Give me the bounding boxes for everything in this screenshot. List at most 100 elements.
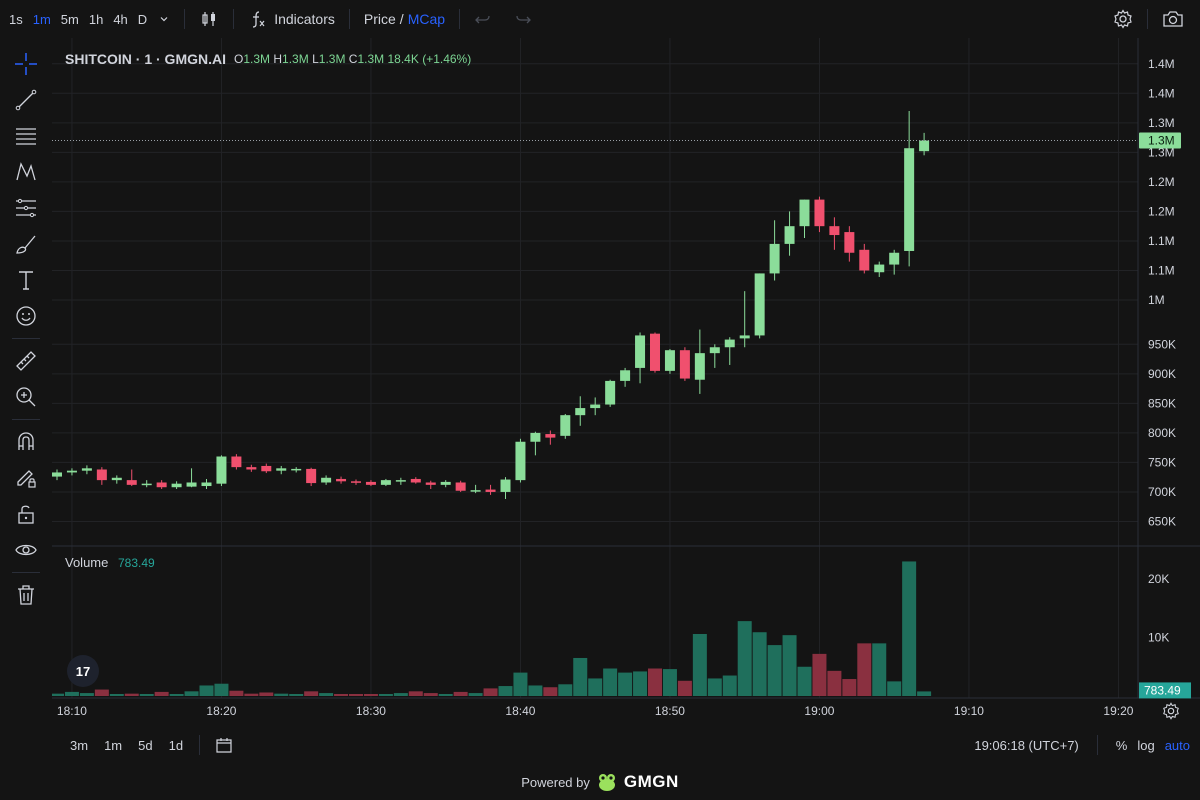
last-price-tag-label: 1.3M: [1148, 134, 1175, 148]
volume-bar: [244, 693, 259, 696]
timeframe-5m[interactable]: 5m: [60, 11, 79, 27]
price-chart[interactable]: 1.4M1.4M1.3M1.3M1.2M1.2M1.1M1.1M1M950K90…: [52, 38, 1200, 730]
volume-bar: [64, 691, 79, 696]
footer: Powered by GMGN: [0, 768, 1200, 796]
clock-time[interactable]: 19:06:18 (UTC+7): [974, 737, 1079, 753]
volume-bar: [662, 669, 677, 696]
candle-body: [859, 249, 870, 271]
gear-icon: [1163, 702, 1179, 720]
toolbar-divider: [199, 735, 201, 755]
toolbar-divider: [1096, 735, 1098, 755]
time-axis-label: 18:30: [356, 704, 386, 718]
goto-date-button[interactable]: [208, 735, 240, 755]
crosshair-tool[interactable]: [0, 46, 52, 82]
volume-bar: [139, 694, 154, 696]
volume-bar: [393, 693, 408, 696]
toolbar-divider: [12, 338, 40, 339]
volume-bar: [543, 687, 558, 696]
volume-bar: [752, 632, 767, 696]
undo-button[interactable]: [468, 10, 498, 28]
measure-tool[interactable]: [0, 343, 52, 379]
candle-body: [216, 456, 227, 484]
timeframe-d[interactable]: D: [137, 11, 148, 27]
volume-bar: [857, 643, 872, 696]
volume-bar: [797, 666, 812, 696]
pencil-lock-icon: [17, 470, 36, 488]
volume-legend: Volume 783.49: [65, 555, 155, 570]
time-axis-label: 18:40: [505, 704, 535, 718]
trend-line-tool[interactable]: [0, 82, 52, 118]
timeframe-dropdown[interactable]: [152, 13, 176, 25]
volume-bar: [274, 693, 289, 696]
candle-body: [530, 432, 541, 442]
candle-body: [590, 404, 601, 409]
percent-toggle[interactable]: %: [1115, 737, 1128, 753]
indicators-button[interactable]: Indicators: [242, 9, 341, 29]
volume-bar: [259, 692, 274, 696]
price-axis-label: 1.2M: [1148, 175, 1175, 189]
timeframe-1s[interactable]: 1s: [9, 11, 23, 27]
volume-bar: [304, 691, 319, 696]
chart-type-button[interactable]: [193, 9, 225, 29]
volume-bar: [498, 686, 513, 696]
candle-body: [336, 478, 347, 482]
magnet-tool[interactable]: [0, 424, 52, 460]
price-label: Price: [363, 11, 396, 27]
hide-drawings-tool[interactable]: [0, 532, 52, 568]
open-value: 1.3M: [243, 52, 271, 66]
crosshair-icon: [15, 53, 37, 75]
fib-tool[interactable]: [0, 118, 52, 154]
tradingview-logo[interactable]: 17: [67, 655, 99, 687]
last-volume-tag: [1139, 682, 1191, 699]
eye-icon: [15, 544, 37, 556]
settings-button[interactable]: [1107, 9, 1139, 29]
low-label: L: [312, 52, 319, 66]
log-toggle[interactable]: log: [1137, 737, 1155, 753]
timeframe-4h[interactable]: 4h: [113, 11, 128, 27]
price-mcap-toggle[interactable]: Price / MCap: [358, 11, 451, 27]
volume-bar: [677, 680, 692, 696]
candle-body: [575, 408, 586, 416]
gear-icon: [1114, 9, 1132, 29]
range-1m[interactable]: 1m: [104, 737, 123, 753]
high-value: 1.3M: [282, 52, 309, 66]
timeframe-1m[interactable]: 1m: [32, 11, 51, 27]
prediction-tool[interactable]: [0, 190, 52, 226]
camera-icon: [1163, 11, 1183, 27]
frog-logo-icon: [598, 774, 615, 791]
volume-bar: [199, 685, 214, 696]
volume-bar: [872, 643, 887, 696]
time-axis-label: 18:50: [655, 704, 685, 718]
pattern-tool[interactable]: [0, 154, 52, 190]
toolbar-divider: [233, 9, 235, 29]
emoji-tool[interactable]: [0, 298, 52, 334]
zoom-tool[interactable]: [0, 379, 52, 415]
last-price-tag: [1139, 132, 1181, 149]
brush-tool[interactable]: [0, 226, 52, 262]
text-tool[interactable]: [0, 262, 52, 298]
screenshot-button[interactable]: [1156, 9, 1190, 29]
redo-icon: [516, 15, 531, 24]
volume-bar: [902, 561, 917, 696]
timeframe-1h[interactable]: 1h: [88, 11, 104, 27]
lock-drawing-tool[interactable]: [0, 460, 52, 496]
price-axis-label: 1.4M: [1148, 57, 1175, 71]
volume-bar: [154, 691, 169, 696]
volume-bar: [52, 693, 64, 696]
candle-body: [395, 480, 406, 482]
function-icon: [253, 11, 265, 28]
remove-drawings-tool[interactable]: [0, 577, 52, 613]
powered-by-text: Powered by: [521, 774, 590, 790]
time-axis-label: 19:00: [804, 704, 834, 718]
redo-button[interactable]: [508, 10, 538, 28]
range-5d[interactable]: 5d: [138, 737, 153, 753]
axis-settings-button[interactable]: [1162, 702, 1180, 725]
lock-all-tool[interactable]: [0, 496, 52, 532]
price-axis-label: 1.3M: [1148, 116, 1175, 130]
range-1d[interactable]: 1d: [168, 737, 184, 753]
ruler-lines-icon: [16, 198, 36, 218]
range-3m[interactable]: 3m: [70, 737, 89, 753]
volume-bar: [378, 694, 393, 696]
candle-body: [889, 252, 900, 265]
auto-toggle[interactable]: auto: [1164, 737, 1190, 753]
